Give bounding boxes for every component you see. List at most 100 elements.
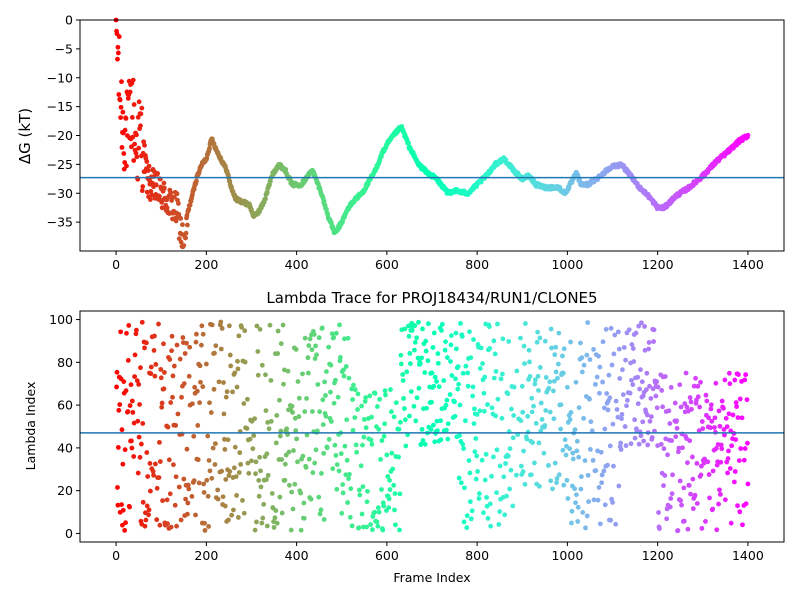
bottom-data-point (491, 375, 497, 381)
bottom-data-point (468, 516, 474, 522)
bottom-data-point (218, 346, 224, 352)
bottom-data-point (156, 321, 161, 327)
bottom-data-point (146, 512, 151, 518)
bottom-data-point (578, 340, 583, 346)
bottom-data-point (205, 433, 211, 439)
bottom-data-point (189, 494, 195, 499)
bottom-data-point (486, 324, 492, 330)
bottom-data-point (542, 338, 548, 344)
bottom-data-point (639, 379, 645, 385)
top-data-point (116, 34, 122, 40)
bottom-data-point (159, 404, 165, 410)
bottom-data-point (282, 367, 287, 373)
bottom-data-point (565, 496, 571, 501)
bottom-data-point (261, 501, 267, 507)
bottom-data-point (434, 418, 440, 424)
bottom-data-point (226, 517, 231, 523)
top-data-point (183, 235, 189, 241)
bottom-data-point (332, 442, 338, 448)
bottom-data-point (227, 469, 233, 474)
bottom-data-point (301, 515, 307, 521)
bottom-data-point (500, 371, 505, 377)
bottom-data-point (356, 487, 362, 493)
bottom-data-point (465, 383, 471, 389)
top-data-point (138, 111, 144, 117)
bottom-data-point (362, 399, 368, 404)
top-data-point (175, 201, 181, 206)
bottom-data-point (123, 520, 128, 526)
bottom-data-point (677, 478, 683, 484)
bottom-data-point (572, 486, 578, 492)
bottom-data-point (274, 520, 280, 526)
bottom-data-point (601, 405, 607, 411)
bottom-data-point (510, 503, 516, 509)
bottom-data-point (576, 405, 582, 411)
top-y-ticks: 0 −5 −10 −15 −20 −25 −30 −35 (47, 13, 80, 230)
bottom-data-point (166, 457, 172, 463)
bottom-data-point (242, 359, 248, 365)
bottom-data-point (247, 436, 253, 442)
bottom-data-point (611, 463, 616, 469)
bottom-data-point (411, 403, 417, 409)
bottom-data-point (296, 414, 302, 419)
bottom-data-point (258, 468, 263, 474)
bottom-data-point (118, 329, 124, 335)
bottom-data-point (320, 397, 326, 403)
top-data-point (115, 44, 121, 50)
bottom-data-point (340, 482, 346, 487)
bottom-data-point (293, 428, 299, 434)
bottom-data-point (518, 463, 524, 469)
y-tick-label: −5 (55, 41, 73, 56)
bottom-data-point (570, 456, 576, 462)
bottom-data-point (165, 521, 170, 527)
x-tick-label: 1000 (551, 548, 583, 563)
bottom-data-point (120, 461, 126, 467)
bottom-data-point (543, 408, 549, 413)
bottom-data-point (734, 404, 740, 409)
bottom-data-point (591, 497, 597, 503)
bottom-data-point (289, 489, 295, 495)
bottom-data-point (119, 502, 124, 508)
bottom-data-point (719, 446, 725, 452)
bottom-data-point (677, 382, 683, 388)
bottom-data-point (412, 323, 418, 329)
bottom-data-point (386, 505, 392, 511)
bottom-data-point (134, 327, 139, 333)
bottom-data-point (597, 390, 602, 396)
bottom-data-point (445, 436, 451, 442)
bottom-data-point (590, 457, 596, 463)
bottom-data-point (591, 346, 596, 352)
bottom-data-point (632, 417, 638, 423)
bottom-data-point (363, 395, 369, 401)
bottom-data-point (167, 491, 173, 497)
bottom-data-point (658, 441, 664, 447)
bottom-data-point (682, 401, 688, 407)
bottom-data-point (743, 501, 749, 507)
bottom-data-point (206, 524, 212, 529)
bottom-data-point (500, 336, 506, 342)
bottom-data-point (584, 352, 590, 358)
bottom-data-point (535, 373, 541, 379)
bottom-data-point (265, 419, 271, 425)
bottom-data-point (252, 527, 258, 533)
bottom-data-point (526, 347, 532, 353)
bottom-data-point (256, 477, 262, 483)
bottom-data-point (436, 384, 442, 390)
bottom-data-point (646, 346, 652, 352)
bottom-data-point (356, 525, 362, 531)
top-data-point (180, 222, 185, 228)
bottom-data-point (573, 379, 579, 385)
bottom-data-point (131, 420, 137, 426)
bottom-data-point (676, 449, 681, 455)
bottom-data-point (461, 519, 467, 525)
bottom-y-axis-label: Lambda Index (23, 382, 38, 471)
bottom-data-point (271, 519, 276, 524)
bottom-data-point (197, 363, 203, 369)
bottom-data-point (672, 400, 678, 406)
bottom-data-point (648, 414, 654, 420)
bottom-data-point (164, 497, 170, 503)
bottom-data-point (195, 457, 201, 463)
bottom-data-point (491, 338, 497, 344)
top-data-point (174, 191, 180, 197)
bottom-data-point (464, 513, 470, 519)
